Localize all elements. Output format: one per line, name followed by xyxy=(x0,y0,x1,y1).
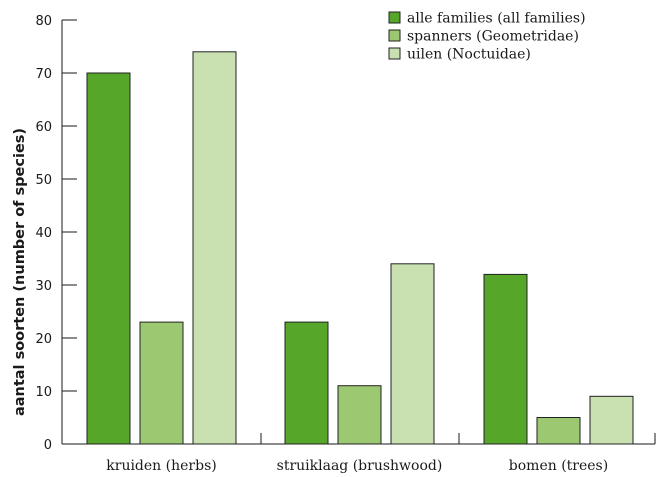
bar-2-2 xyxy=(337,385,382,445)
legend: alle families (all families) spanners (Ge… xyxy=(388,11,586,63)
y-tick-label: 10 xyxy=(35,385,52,400)
y-tick-label: 80 xyxy=(35,14,52,29)
legend-label: alle families (all families) xyxy=(407,11,586,27)
bar-1-1 xyxy=(86,72,131,445)
bar-1-3 xyxy=(483,273,528,445)
legend-label: uilen (Noctuidae) xyxy=(407,47,531,63)
x-category-label: struiklaag (brushwood) xyxy=(277,458,443,474)
y-axis: 0 10 20 30 40 50 60 70 80 xyxy=(35,14,77,453)
y-axis-title: aantal soorten (number of species) xyxy=(12,128,28,416)
y-tick-label: 60 xyxy=(35,120,52,135)
x-category-label: bomen (trees) xyxy=(509,458,608,474)
bar-3-3 xyxy=(589,395,634,445)
y-tick-label: 20 xyxy=(35,332,52,347)
legend-swatch xyxy=(388,11,401,24)
y-tick-label: 40 xyxy=(35,226,52,241)
legend-label: spanners (Geometridae) xyxy=(407,29,579,45)
y-tick-label: 0 xyxy=(44,438,52,453)
y-tick-label: 70 xyxy=(35,67,52,82)
bar-1-2 xyxy=(284,321,329,445)
y-tick-label: 50 xyxy=(35,173,52,188)
x-category-label: kruiden (herbs) xyxy=(106,458,216,474)
legend-swatch xyxy=(388,29,401,42)
bar-3-2 xyxy=(390,263,435,445)
legend-swatch xyxy=(388,47,401,60)
bar-2-1 xyxy=(139,321,184,445)
bar-3-1 xyxy=(192,51,237,445)
y-tick-label: 30 xyxy=(35,279,52,294)
bars xyxy=(86,51,634,445)
bar-2-3 xyxy=(536,417,581,445)
